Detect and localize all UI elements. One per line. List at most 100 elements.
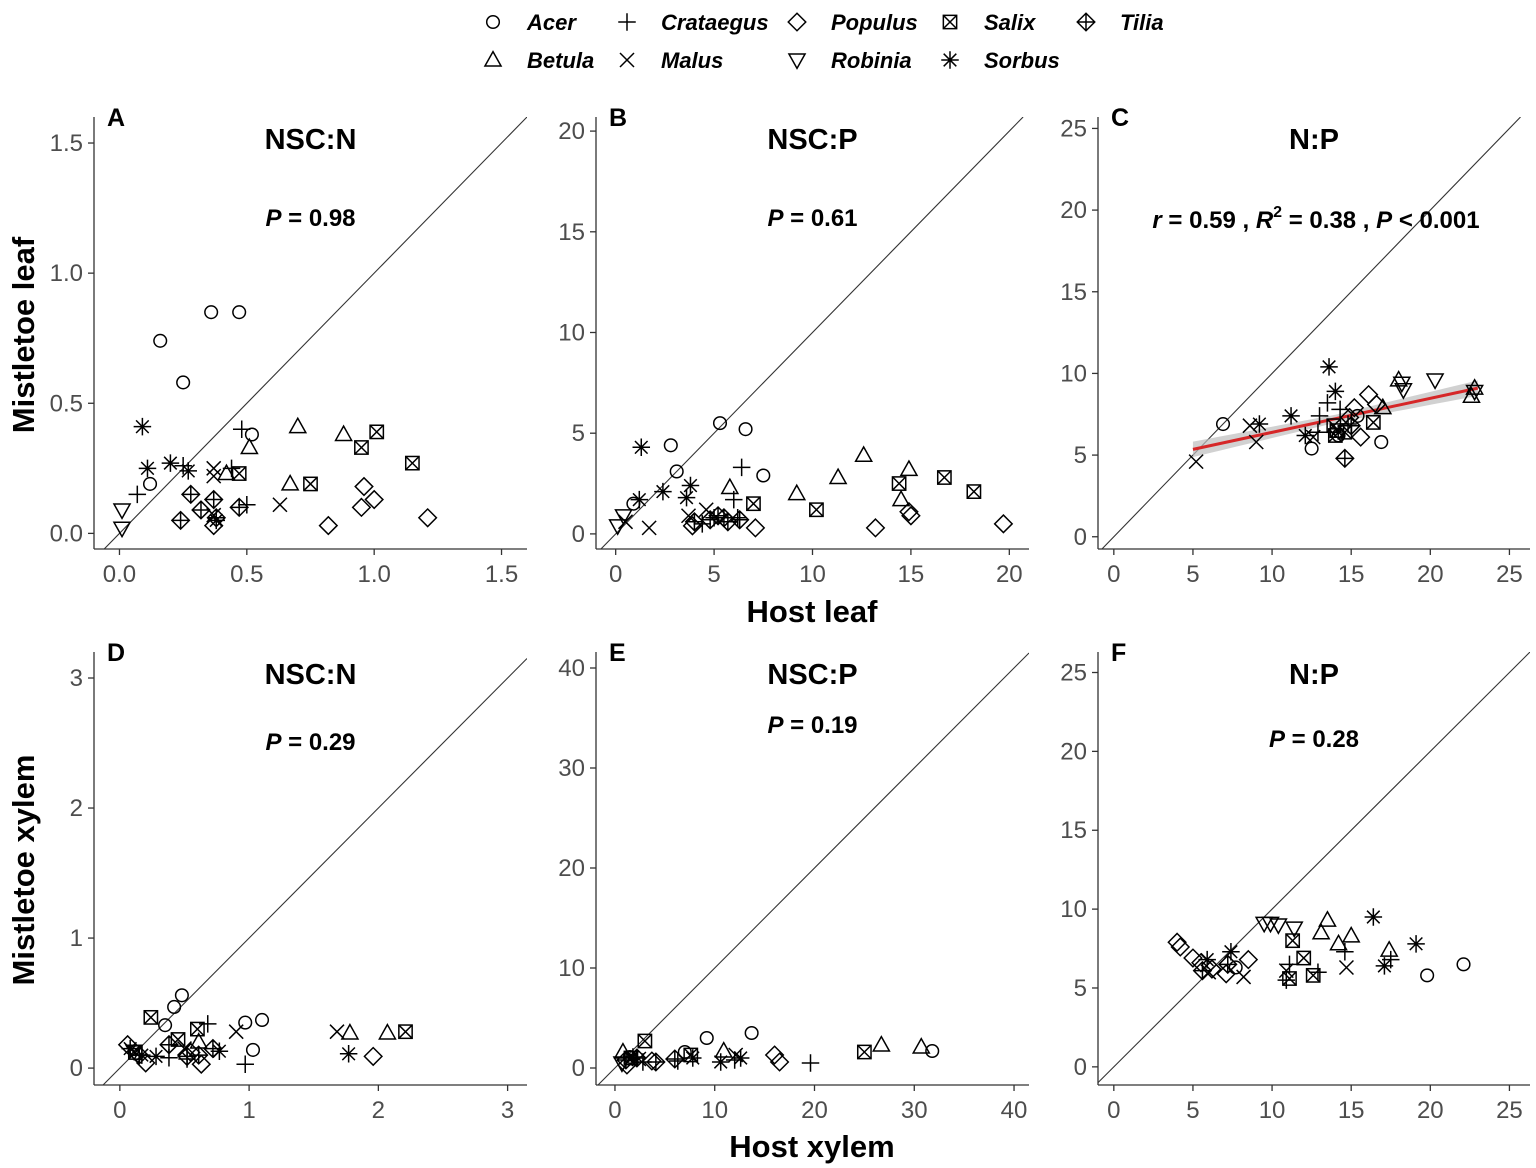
- panel-b-point-betula: [828, 467, 848, 485]
- panel-e-point-malus: [631, 1051, 647, 1067]
- panel-d-point-salix: [143, 1009, 159, 1025]
- panel-c-y-tick-label: 10: [1060, 360, 1087, 387]
- panel-a-point-acer: [204, 305, 219, 320]
- panel-d-y-tick-label: 3: [70, 665, 83, 692]
- panel-a-point-crataegus: [232, 420, 251, 439]
- panel-b-point-populus: [745, 518, 766, 538]
- panel-c-point-acer: [1215, 417, 1231, 432]
- panel-f-point-betula: [1329, 933, 1348, 951]
- scatter-panels: 0.0 0.5 1.0 1.5 0.0 0.5 1.0 1.5 A NSC:N P = 0.98 0 5…: [50, 104, 1530, 1124]
- legend-item-crataegus: Crataegus: [618, 10, 769, 35]
- legend-label-salix: Salix: [984, 10, 1036, 35]
- panel-b-point-malus: [680, 508, 697, 524]
- panel-f-x-tick-label: 0: [1107, 1097, 1120, 1124]
- panel-c-point-betula: [1373, 397, 1393, 415]
- panel-a-point-acer: [176, 375, 191, 390]
- panel-e-point-sorbus: [624, 1048, 642, 1066]
- panel-d-point-tilia: [188, 1045, 209, 1065]
- panel-c-point-malus: [1188, 454, 1204, 470]
- panel-b-point-sorbus: [677, 488, 696, 507]
- panel-c-x-tick-label: 5: [1186, 561, 1199, 588]
- panel-b-point-sorbus: [681, 476, 700, 495]
- panel-c-point-crataegus: [1310, 407, 1329, 425]
- panel-e-x-tick-label: 30: [901, 1097, 928, 1124]
- panel-d-x-tick-label: 0: [113, 1097, 126, 1124]
- panel-f-letter: F: [1111, 639, 1126, 667]
- panel-a-y-tick-label: 1.0: [50, 260, 83, 287]
- panel-d-y-tick-label: 0: [70, 1055, 83, 1082]
- panel-e-y-tick-label: 40: [558, 655, 585, 682]
- legend-label-populus: Populus: [831, 10, 918, 35]
- panel-a-point-sorbus: [133, 417, 152, 436]
- panel-f-y-tick-label: 0: [1074, 1054, 1087, 1081]
- panel-c-x-tick-label: 0: [1107, 561, 1120, 588]
- panel-a-point-robinia: [112, 503, 132, 520]
- panel-f-point-salix: [1305, 967, 1321, 983]
- panel-d-title: NSC:N: [265, 659, 357, 691]
- panel-e-x-tick-label: 10: [701, 1097, 728, 1124]
- panel-e-title: NSC:P: [767, 659, 857, 691]
- panel-c-point-acer: [1374, 434, 1389, 450]
- panel-a-point-betula: [288, 416, 308, 434]
- panel-b-point-acer: [738, 422, 753, 437]
- panel-d-point-populus: [363, 1046, 383, 1067]
- panel-a-point-salix: [354, 440, 369, 455]
- panel-a-point-betula: [334, 424, 353, 442]
- panel-f-stat-annotation: P = 0.28: [1269, 726, 1359, 753]
- panel-d-point-betula: [189, 1032, 209, 1049]
- x-axis-title-bottom: Host xylem: [729, 1129, 894, 1164]
- panel-b-point-robinia: [614, 509, 633, 526]
- legend-label-acer: Acer: [526, 10, 577, 35]
- panel-f-point-robinia: [1284, 921, 1304, 938]
- panel-c-point-sorbus: [1296, 426, 1315, 445]
- panel-f-point-malus: [1201, 964, 1217, 980]
- panel-c-x-tick-label: 20: [1417, 561, 1444, 588]
- legend-label-betula: Betula: [527, 48, 594, 73]
- panel-e-one-to-one-line: [597, 652, 1029, 1085]
- panel-b-point-salix: [936, 470, 952, 485]
- panel-c-point-betula: [1462, 386, 1481, 403]
- panel-a-y-tick-label: 0.0: [50, 520, 83, 547]
- panel-b-point-acer: [669, 464, 684, 479]
- panel-c-y-tick-label: 20: [1060, 197, 1087, 224]
- panel-b-y-tick-label: 10: [558, 319, 585, 346]
- panel-e-point-sorbus: [731, 1049, 750, 1067]
- panel-f-point-populus: [1238, 949, 1259, 970]
- panel-d-point-salix: [190, 1021, 205, 1037]
- panel-e-point-salix: [637, 1033, 653, 1049]
- panel-b-point-acer: [756, 468, 771, 483]
- panel-c-point-salix: [1327, 428, 1343, 443]
- panel-a-point-populus: [318, 515, 339, 536]
- panel-b-point-crataegus: [732, 458, 751, 477]
- panel-d-point-malus: [176, 1041, 193, 1057]
- panel-f-point-malus: [1236, 969, 1252, 985]
- panel-c-x-tick-label: 15: [1338, 561, 1365, 588]
- panel-a-point-betula: [240, 437, 259, 455]
- panel-c-title: N:P: [1289, 124, 1339, 156]
- panel-b-x-tick-label: 0: [609, 561, 622, 588]
- panel-f-point-betula: [1318, 910, 1337, 927]
- panel-f-point-robinia: [1269, 918, 1288, 935]
- panel-a-y-tick-label: 0.5: [50, 390, 83, 417]
- panel-f-x-tick-label: 20: [1417, 1097, 1444, 1124]
- panel-b-title: NSC:P: [767, 124, 857, 156]
- panel-e-point-tilia: [646, 1052, 666, 1072]
- panel-c-point-acer: [1350, 408, 1365, 423]
- panel-f-y-tick-label: 5: [1074, 975, 1087, 1002]
- panel-b-point-betula: [891, 489, 911, 507]
- panel-e-point-robinia: [612, 1056, 632, 1073]
- panel-a-point-salix: [303, 476, 318, 492]
- panel-e-x-tick-label: 20: [801, 1097, 828, 1124]
- legend-item-malus: Malus: [619, 48, 723, 73]
- panel-d-point-malus: [228, 1024, 244, 1040]
- legend-item-acer: Acer: [485, 10, 577, 35]
- panel-a-point-populus: [417, 507, 438, 528]
- panel-d-point-acer: [158, 1018, 173, 1033]
- panel-a-point-salix: [231, 466, 247, 481]
- panel-c-letter: C: [1111, 104, 1129, 132]
- panel-c-point-sorbus: [1250, 415, 1269, 433]
- panel-c-point-crataegus: [1318, 394, 1337, 412]
- panel-d-point-sorbus: [210, 1042, 229, 1060]
- panel-f-point-robinia: [1261, 916, 1280, 934]
